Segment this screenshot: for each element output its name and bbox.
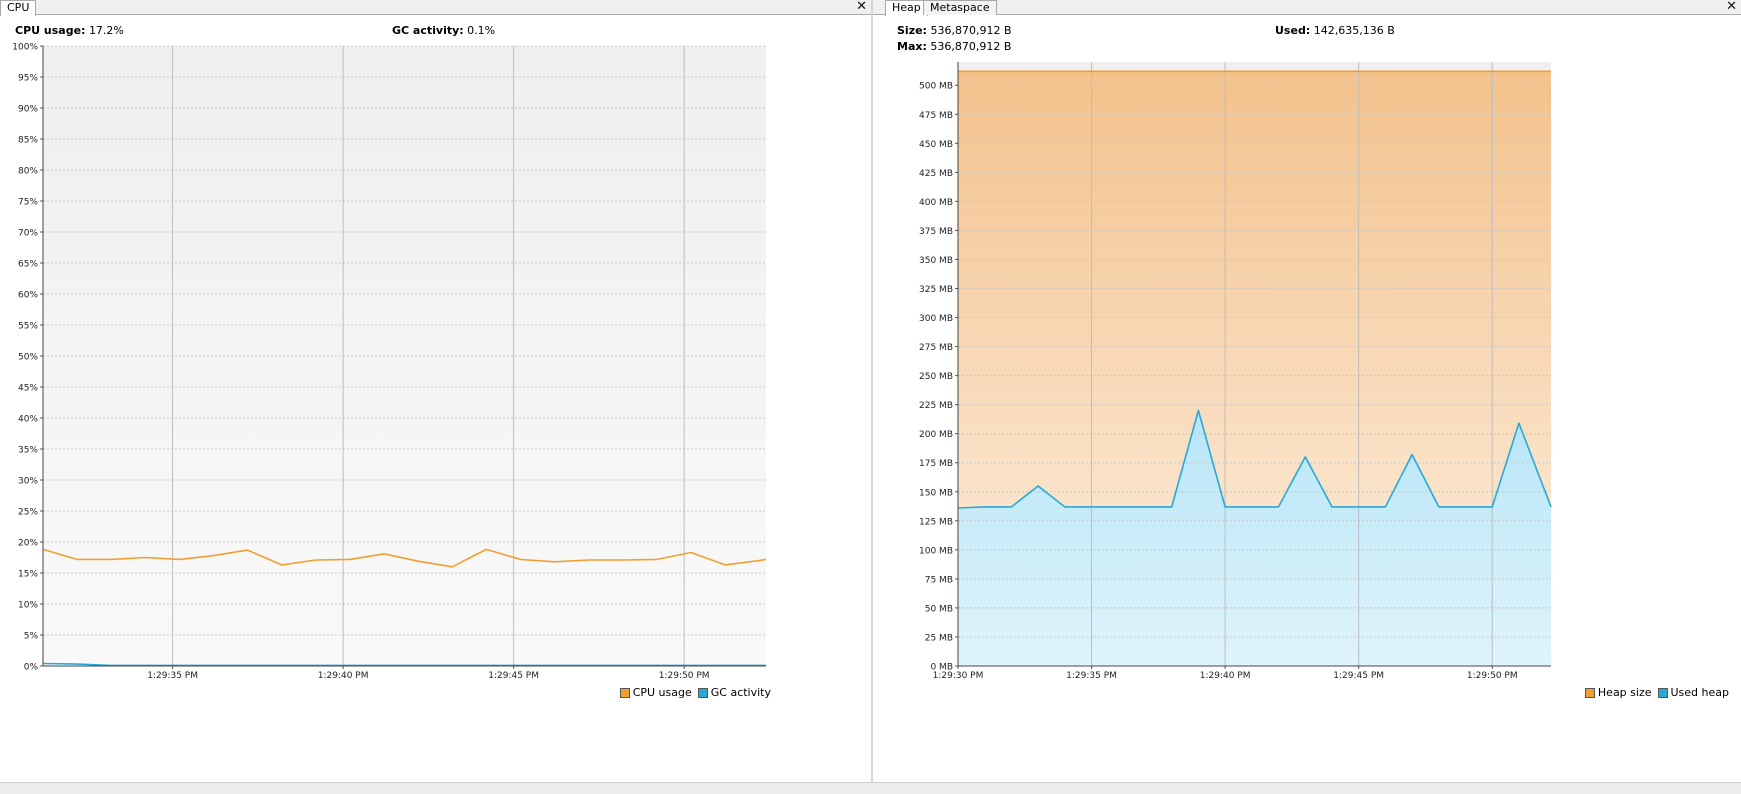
heap-size-label: Size:	[897, 24, 927, 37]
y-tick-label: 75 MB	[925, 575, 953, 585]
cpu-usage-label: CPU usage:	[15, 24, 86, 37]
y-tick-label: 275 MB	[919, 343, 953, 353]
tab-metaspace[interactable]: Metaspace	[923, 0, 997, 15]
y-tick-label: 10%	[18, 601, 38, 611]
x-tick-label: 1:29:50 PM	[1467, 671, 1518, 681]
cpu-usage-value: 17.2%	[88, 24, 124, 37]
y-tick-label: 200 MB	[919, 430, 953, 440]
y-tick-label: 300 MB	[919, 314, 953, 324]
close-icon[interactable]: ✕	[1726, 0, 1737, 14]
heap-size-value: 536,870,912 B	[930, 24, 1012, 37]
y-tick-label: 85%	[18, 136, 38, 146]
y-tick-label: 150 MB	[919, 488, 953, 498]
y-tick-label: 0 MB	[930, 663, 953, 673]
y-tick-label: 80%	[18, 167, 38, 177]
cpu-chart: 0% 5% 10% 15% 20% 25% 30% 35% 40% 45% 50% 55% 60% 65%…	[12, 43, 767, 681]
tab-metaspace-label: Metaspace	[930, 1, 990, 14]
tab-cpu[interactable]: CPU	[0, 0, 37, 16]
gc-activity-line	[42, 662, 766, 667]
gc-activity-legend-swatch	[697, 687, 708, 698]
heap-size-legend-swatch	[1584, 687, 1595, 698]
y-tick-label: 225 MB	[919, 401, 953, 411]
close-icon[interactable]: ✕	[856, 0, 867, 14]
y-tick-label: 75%	[18, 198, 38, 208]
used-heap-legend-label: Used heap	[1670, 686, 1730, 699]
y-tick-label: 25 MB	[925, 633, 953, 643]
y-tick-label: 25%	[18, 508, 38, 518]
cpu-usage-readout: CPU usage: 17.2%	[15, 24, 124, 37]
heap-size-readout: Size: 536,870,912 B	[897, 24, 1012, 37]
heap-max-readout: Max: 536,870,912 B	[897, 40, 1011, 53]
y-tick-label: 90%	[18, 105, 38, 115]
y-tick-label: 65%	[18, 260, 38, 270]
y-tick-label: 125 MB	[919, 517, 953, 527]
y-tick-label: 375 MB	[919, 227, 953, 237]
heap-used-readout: Used: 142,635,136 B	[1275, 24, 1395, 37]
y-tick-label: 0%	[24, 663, 39, 673]
x-tick-label: 1:29:35 PM	[147, 671, 198, 681]
y-tick-label: 45%	[18, 384, 38, 394]
heap-used-value: 142,635,136 B	[1313, 24, 1395, 37]
x-tick-label: 1:29:50 PM	[659, 671, 710, 681]
heap-legend: Heap size Used heap	[1579, 686, 1729, 699]
heap-max-label: Max:	[897, 40, 927, 53]
y-tick-label: 350 MB	[919, 256, 953, 266]
heap-size-legend-label: Heap size	[1597, 686, 1652, 699]
cpu-panel: CPU ✕ CPU usage: 17.2% GC activity: 0.1%…	[0, 0, 871, 782]
cpu-tab-bar: CPU ✕	[0, 0, 871, 16]
heap-max-value: 536,870,912 B	[930, 40, 1012, 53]
cpu-usage-legend-label: CPU usage	[632, 686, 692, 699]
cpu-usage-line	[42, 548, 767, 568]
y-tick-label: 60%	[18, 291, 38, 301]
y-tick-label: 35%	[18, 446, 38, 456]
y-tick-label: 55%	[18, 322, 38, 332]
x-tick-label: 1:29:35 PM	[1066, 671, 1117, 681]
y-tick-label: 15%	[18, 570, 38, 580]
x-tick-label: 1:29:40 PM	[1200, 671, 1251, 681]
y-tick-label: 50 MB	[925, 604, 953, 614]
x-tick-label: 1:29:45 PM	[488, 671, 539, 681]
gc-activity-legend-label: GC activity	[710, 686, 771, 699]
tab-cpu-label: CPU	[7, 1, 30, 14]
y-tick-label: 325 MB	[919, 285, 953, 295]
y-tick-label: 175 MB	[919, 459, 953, 469]
gc-activity-readout: GC activity: 0.1%	[392, 24, 495, 37]
gc-activity-value: 0.1%	[467, 24, 496, 37]
y-tick-label: 400 MB	[919, 198, 953, 208]
y-tick-label: 475 MB	[919, 111, 953, 121]
cpu-usage-legend-swatch	[619, 687, 630, 698]
x-tick-label: 1:29:30 PM	[933, 671, 984, 681]
y-tick-label: 100%	[12, 43, 38, 53]
y-tick-label: 95%	[18, 74, 38, 84]
cpu-legend: CPU usage GC activity	[614, 686, 771, 699]
heap-chart: 0 MB 25 MB 50 MB 75 MB 100 MB 125 MB 150 MB 175…	[919, 62, 1552, 681]
x-tick-label: 1:29:40 PM	[318, 671, 369, 681]
y-tick-label: 500 MB	[919, 82, 953, 92]
y-tick-label: 70%	[18, 229, 38, 239]
panel-divider[interactable]	[871, 0, 873, 782]
memory-panel: Heap Metaspace ✕ Size: 536,870,912 B Max…	[873, 0, 1741, 782]
y-tick-label: 50%	[18, 353, 38, 363]
y-tick-label: 20%	[18, 539, 38, 549]
y-tick-label: 425 MB	[919, 169, 953, 179]
x-tick-label: 1:29:45 PM	[1333, 671, 1384, 681]
gc-activity-label: GC activity:	[392, 24, 464, 37]
tab-heap[interactable]: Heap	[885, 0, 928, 16]
y-tick-label: 5%	[24, 632, 39, 642]
tab-heap-label: Heap	[892, 1, 921, 14]
memory-tab-bar: Heap Metaspace ✕	[873, 0, 1741, 16]
y-tick-label: 40%	[18, 415, 38, 425]
y-tick-label: 450 MB	[919, 140, 953, 150]
y-tick-label: 100 MB	[919, 546, 953, 556]
y-tick-label: 250 MB	[919, 372, 953, 382]
heap-used-label: Used:	[1275, 24, 1311, 37]
used-heap-line	[957, 409, 1552, 509]
status-strip	[0, 782, 1741, 794]
y-tick-label: 30%	[18, 477, 38, 487]
used-heap-legend-swatch	[1657, 687, 1668, 698]
